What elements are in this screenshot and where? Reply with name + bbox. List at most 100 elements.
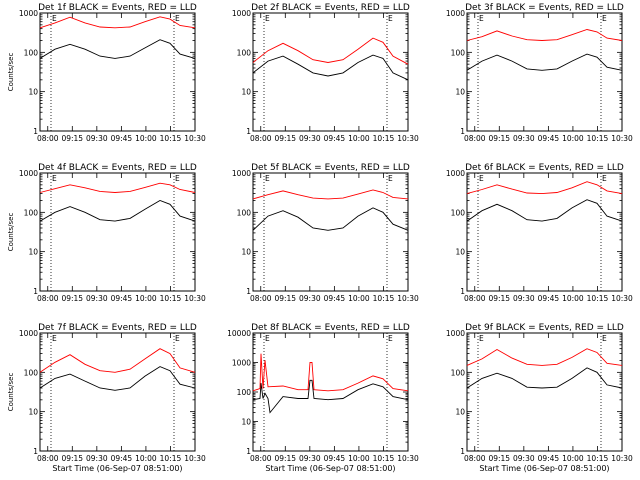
lld-series-line (252, 189, 409, 200)
event-marker: E (479, 334, 484, 343)
y-tick-label: 1 (33, 447, 38, 456)
events-series-line (466, 53, 623, 71)
panel-title: Det 2f BLACK = Events, RED = LLD (251, 3, 410, 13)
x-tick-label: 08:00 (250, 134, 272, 143)
panel-det-9: Det 9f BLACK = Events, RED = LLD 1 10 100 10… (446, 323, 633, 473)
x-tick-label: 10:15 (373, 134, 395, 143)
lld-series-line (39, 348, 196, 373)
y-tick-label: 1 (246, 287, 251, 296)
plot-frame (252, 172, 409, 292)
y-tick-label: 100 (451, 208, 466, 217)
x-tick-label: 10:30 (184, 134, 206, 143)
event-marker: E (52, 174, 57, 183)
plot-frame (39, 172, 196, 292)
y-tick-label: 10000 (227, 329, 251, 338)
lld-series-line (39, 16, 196, 29)
y-tick-label: 1000 (446, 169, 465, 178)
events-series-line (466, 199, 623, 222)
plot-frame (39, 332, 196, 452)
x-tick-label: 10:30 (611, 134, 633, 143)
y-tick-label: 100 (451, 48, 466, 57)
plot-frame (466, 332, 623, 452)
x-tick-label: 10:30 (611, 294, 633, 303)
x-tick-label: 09:15 (274, 454, 296, 463)
y-tick-label: 1 (460, 287, 465, 296)
events-series-line (466, 367, 623, 389)
x-tick-label: 09:15 (61, 294, 83, 303)
x-tick-label: 09:15 (488, 134, 510, 143)
x-tick-label: 08:00 (464, 294, 486, 303)
panel-det-8: Det 8f BLACK = Events, RED = LLD 1 10 100 10… (227, 323, 419, 473)
event-marker: E (175, 14, 180, 23)
x-tick-label: 08:00 (464, 134, 486, 143)
y-tick-label: 100 (451, 368, 466, 377)
plot-frame (466, 172, 623, 292)
panel-title: Det 5f BLACK = Events, RED = LLD (251, 163, 410, 173)
y-tick-label: 10 (455, 248, 465, 257)
x-tick-label: 08:00 (37, 134, 59, 143)
x-tick-label: 10:15 (587, 134, 609, 143)
panel-det-1: Det 1f BLACK = Events, RED = LLD 1 10 100 10… (7, 3, 206, 143)
x-tick-label: 10:30 (184, 454, 206, 463)
y-tick-label: 1000 (232, 169, 251, 178)
x-tick-label: 10:00 (562, 454, 584, 463)
lld-series-line (466, 348, 623, 366)
events-series-line (252, 207, 409, 231)
x-tick-label: 09:30 (299, 294, 321, 303)
x-tick-label: 10:15 (160, 454, 182, 463)
x-tick-label: 09:45 (538, 134, 560, 143)
x-tick-label: 09:15 (488, 454, 510, 463)
y-tick-label: 1 (246, 127, 251, 136)
x-tick-label: 10:30 (397, 294, 419, 303)
y-tick-label: 10 (28, 248, 38, 257)
x-tick-label: 09:45 (111, 294, 133, 303)
x-tick-label: 09:30 (86, 134, 108, 143)
y-tick-label: 100 (237, 388, 252, 397)
y-tick-label: 10 (241, 88, 251, 97)
x-tick-label: 08:00 (250, 294, 272, 303)
x-tick-label: 10:15 (160, 134, 182, 143)
y-tick-label: 100 (24, 368, 39, 377)
y-tick-label: 1 (460, 127, 465, 136)
x-tick-label: 08:00 (464, 454, 486, 463)
x-axis-label: Start Time (06-Sep-07 08:51:00) (479, 464, 609, 473)
x-tick-label: 09:30 (86, 294, 108, 303)
events-series-line (252, 379, 409, 414)
y-tick-label: 1000 (232, 9, 251, 18)
x-tick-label: 09:30 (299, 454, 321, 463)
event-marker: E (602, 174, 607, 183)
panel-title: Det 1f BLACK = Events, RED = LLD (38, 3, 197, 13)
panel-title: Det 7f BLACK = Events, RED = LLD (38, 323, 197, 333)
event-marker: E (175, 334, 180, 343)
x-tick-label: 10:00 (135, 294, 157, 303)
y-tick-label: 1000 (19, 329, 38, 338)
lld-series-line (252, 37, 409, 65)
lld-series-line (466, 181, 623, 195)
x-tick-label: 09:45 (538, 454, 560, 463)
x-tick-label: 10:15 (373, 294, 395, 303)
x-tick-label: 10:15 (587, 454, 609, 463)
x-tick-label: 09:15 (274, 134, 296, 143)
panel-det-5: Det 5f BLACK = Events, RED = LLD 1 10 100 10… (232, 163, 419, 303)
panel-title: Det 8f BLACK = Events, RED = LLD (251, 323, 410, 333)
y-tick-label: 1000 (446, 9, 465, 18)
x-tick-label: 10:00 (562, 134, 584, 143)
x-tick-label: 09:30 (513, 294, 535, 303)
x-tick-label: 09:15 (61, 134, 83, 143)
y-tick-label: 10 (455, 88, 465, 97)
x-tick-label: 10:15 (160, 294, 182, 303)
plot-frame (39, 12, 196, 132)
y-tick-label: 100 (237, 48, 252, 57)
x-tick-label: 08:00 (37, 294, 59, 303)
x-tick-label: 09:15 (274, 294, 296, 303)
x-tick-label: 09:30 (513, 134, 535, 143)
event-marker: E (602, 334, 607, 343)
panel-title: Det 6f BLACK = Events, RED = LLD (465, 163, 624, 173)
x-tick-label: 10:30 (184, 294, 206, 303)
x-tick-label: 10:00 (348, 294, 370, 303)
x-tick-label: 09:45 (324, 294, 346, 303)
x-tick-label: 09:45 (324, 454, 346, 463)
x-tick-label: 10:15 (587, 294, 609, 303)
x-tick-label: 09:30 (299, 134, 321, 143)
